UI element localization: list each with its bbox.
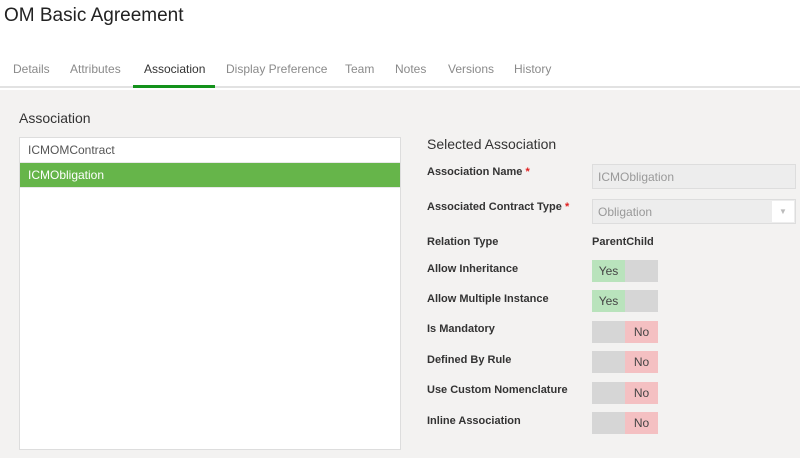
association-name-label: Association Name * — [427, 166, 530, 178]
toggle-label: Allow Multiple Instance — [427, 293, 549, 305]
section-title: Association — [19, 110, 91, 126]
toggle-label: Use Custom Nomenclature — [427, 384, 568, 396]
inline-association-toggle[interactable]: No — [592, 412, 658, 434]
chevron-down-icon[interactable]: ▼ — [772, 201, 794, 222]
tab-display-preference[interactable]: Display Preference — [226, 62, 328, 76]
allow-inheritance-toggle[interactable]: Yes — [592, 260, 658, 282]
association-panel: Association ICMOMContract ICMObligation … — [0, 90, 800, 458]
detail-title: Selected Association — [427, 136, 557, 152]
tab-association[interactable]: Association — [144, 62, 206, 76]
tab-history[interactable]: History — [514, 62, 552, 76]
toggle-label: Inline Association — [427, 415, 521, 427]
tab-bar: Details Attributes Association Display P… — [0, 56, 800, 88]
allow-multiple-instance-toggle[interactable]: Yes — [592, 290, 658, 312]
association-list[interactable]: ICMOMContract ICMObligation — [19, 137, 401, 450]
contract-type-select[interactable]: Obligation ▼ — [592, 199, 796, 224]
toggle-label: Allow Inheritance — [427, 263, 519, 275]
toggle-label: Defined By Rule — [427, 354, 512, 366]
toggle-label: Is Mandatory — [427, 323, 495, 335]
tab-team[interactable]: Team — [345, 62, 375, 76]
list-item[interactable]: ICMOMContract — [20, 138, 400, 163]
tab-versions[interactable]: Versions — [448, 62, 495, 76]
contract-type-label: Associated Contract Type * — [427, 201, 570, 213]
relation-type-value: ParentChild — [592, 236, 654, 248]
use-custom-nomenclature-toggle[interactable]: No — [592, 382, 658, 404]
active-tab-indicator — [133, 85, 215, 88]
relation-type-label: Relation Type — [427, 236, 499, 248]
tab-details[interactable]: Details — [13, 62, 50, 76]
defined-by-rule-toggle[interactable]: No — [592, 351, 658, 373]
tab-notes[interactable]: Notes — [395, 62, 427, 76]
page-title: OM Basic Agreement — [4, 5, 184, 26]
tab-attributes[interactable]: Attributes — [70, 62, 121, 76]
list-item-selected[interactable]: ICMObligation — [20, 163, 400, 188]
is-mandatory-toggle[interactable]: No — [592, 321, 658, 343]
association-name-input[interactable]: ICMObligation — [592, 164, 796, 189]
